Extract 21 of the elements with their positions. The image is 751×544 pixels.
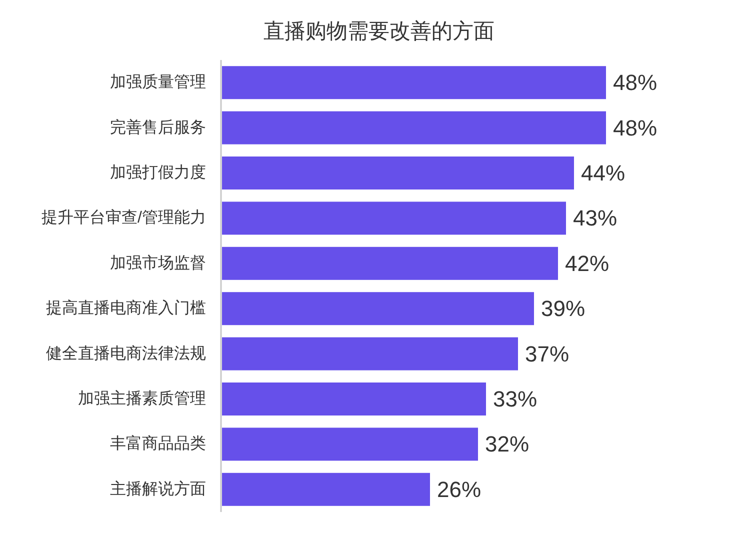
- category-label: 加强主播素质管理: [78, 390, 206, 408]
- title: 直播购物需要改善的方面: [264, 20, 494, 43]
- category-label: 丰富商品品类: [110, 436, 206, 453]
- value-label: 37%: [525, 341, 570, 366]
- value-label: 44%: [581, 160, 626, 186]
- category-label: 加强市场监督: [110, 254, 206, 272]
- category-label: 提高直播电商准入门槛: [46, 300, 206, 318]
- category-label: 完善售后服务: [110, 119, 206, 136]
- category-label: 加强打假力度: [110, 164, 206, 182]
- category-label: 健全直播电商法律法规: [46, 345, 206, 362]
- value-label: 42%: [565, 250, 610, 276]
- value-label: 43%: [573, 206, 618, 231]
- value-label: 26%: [437, 476, 482, 502]
- category-label: 加强质量管理: [110, 74, 206, 92]
- value-label: 48%: [613, 70, 658, 96]
- category-label: 提升平台审查/管理能力: [42, 210, 206, 227]
- value-label: 39%: [541, 296, 586, 322]
- value-label: 32%: [485, 432, 530, 457]
- category-label: 主播解说方面: [110, 480, 206, 498]
- value-label: 33%: [493, 386, 538, 412]
- value-label: 48%: [613, 115, 658, 140]
